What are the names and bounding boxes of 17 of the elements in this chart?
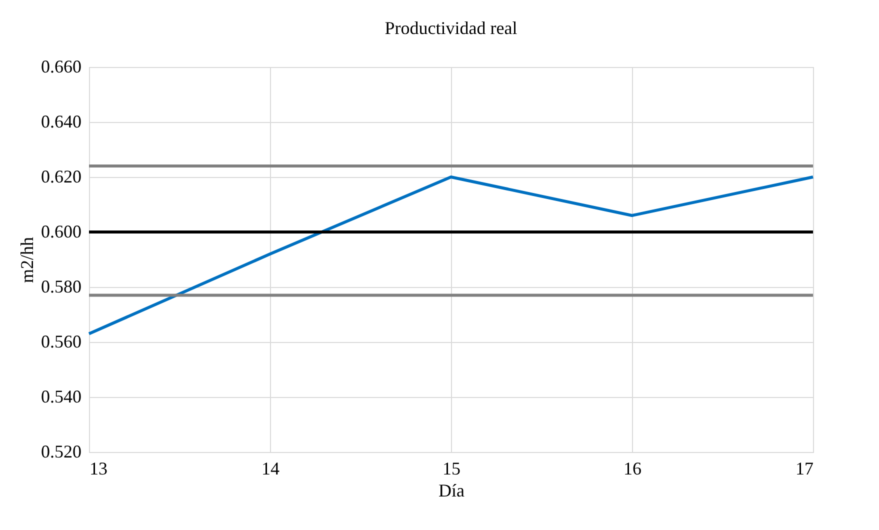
y-tick-label: 0.580 <box>41 276 82 296</box>
y-tick-label: 0.660 <box>41 56 82 76</box>
y-tick-label: 0.600 <box>41 222 82 242</box>
y-tick-label: 0.540 <box>41 386 82 406</box>
x-tick-label: 16 <box>624 458 642 478</box>
y-axis-title: m2/hh <box>17 236 37 284</box>
x-tick-label: 13 <box>90 458 108 478</box>
y-tick-label: 0.520 <box>41 442 82 462</box>
y-tick-label: 0.620 <box>41 166 82 186</box>
x-tick-label: 15 <box>442 458 460 478</box>
x-tick-label: 14 <box>262 458 280 478</box>
y-tick-label: 0.640 <box>41 112 82 132</box>
x-tick-label: 17 <box>796 458 814 478</box>
x-axis-title: Día <box>438 480 464 500</box>
chart-title: Productividad real <box>384 18 518 38</box>
line-series <box>88 176 814 336</box>
y-tick-label: 0.560 <box>41 332 82 352</box>
